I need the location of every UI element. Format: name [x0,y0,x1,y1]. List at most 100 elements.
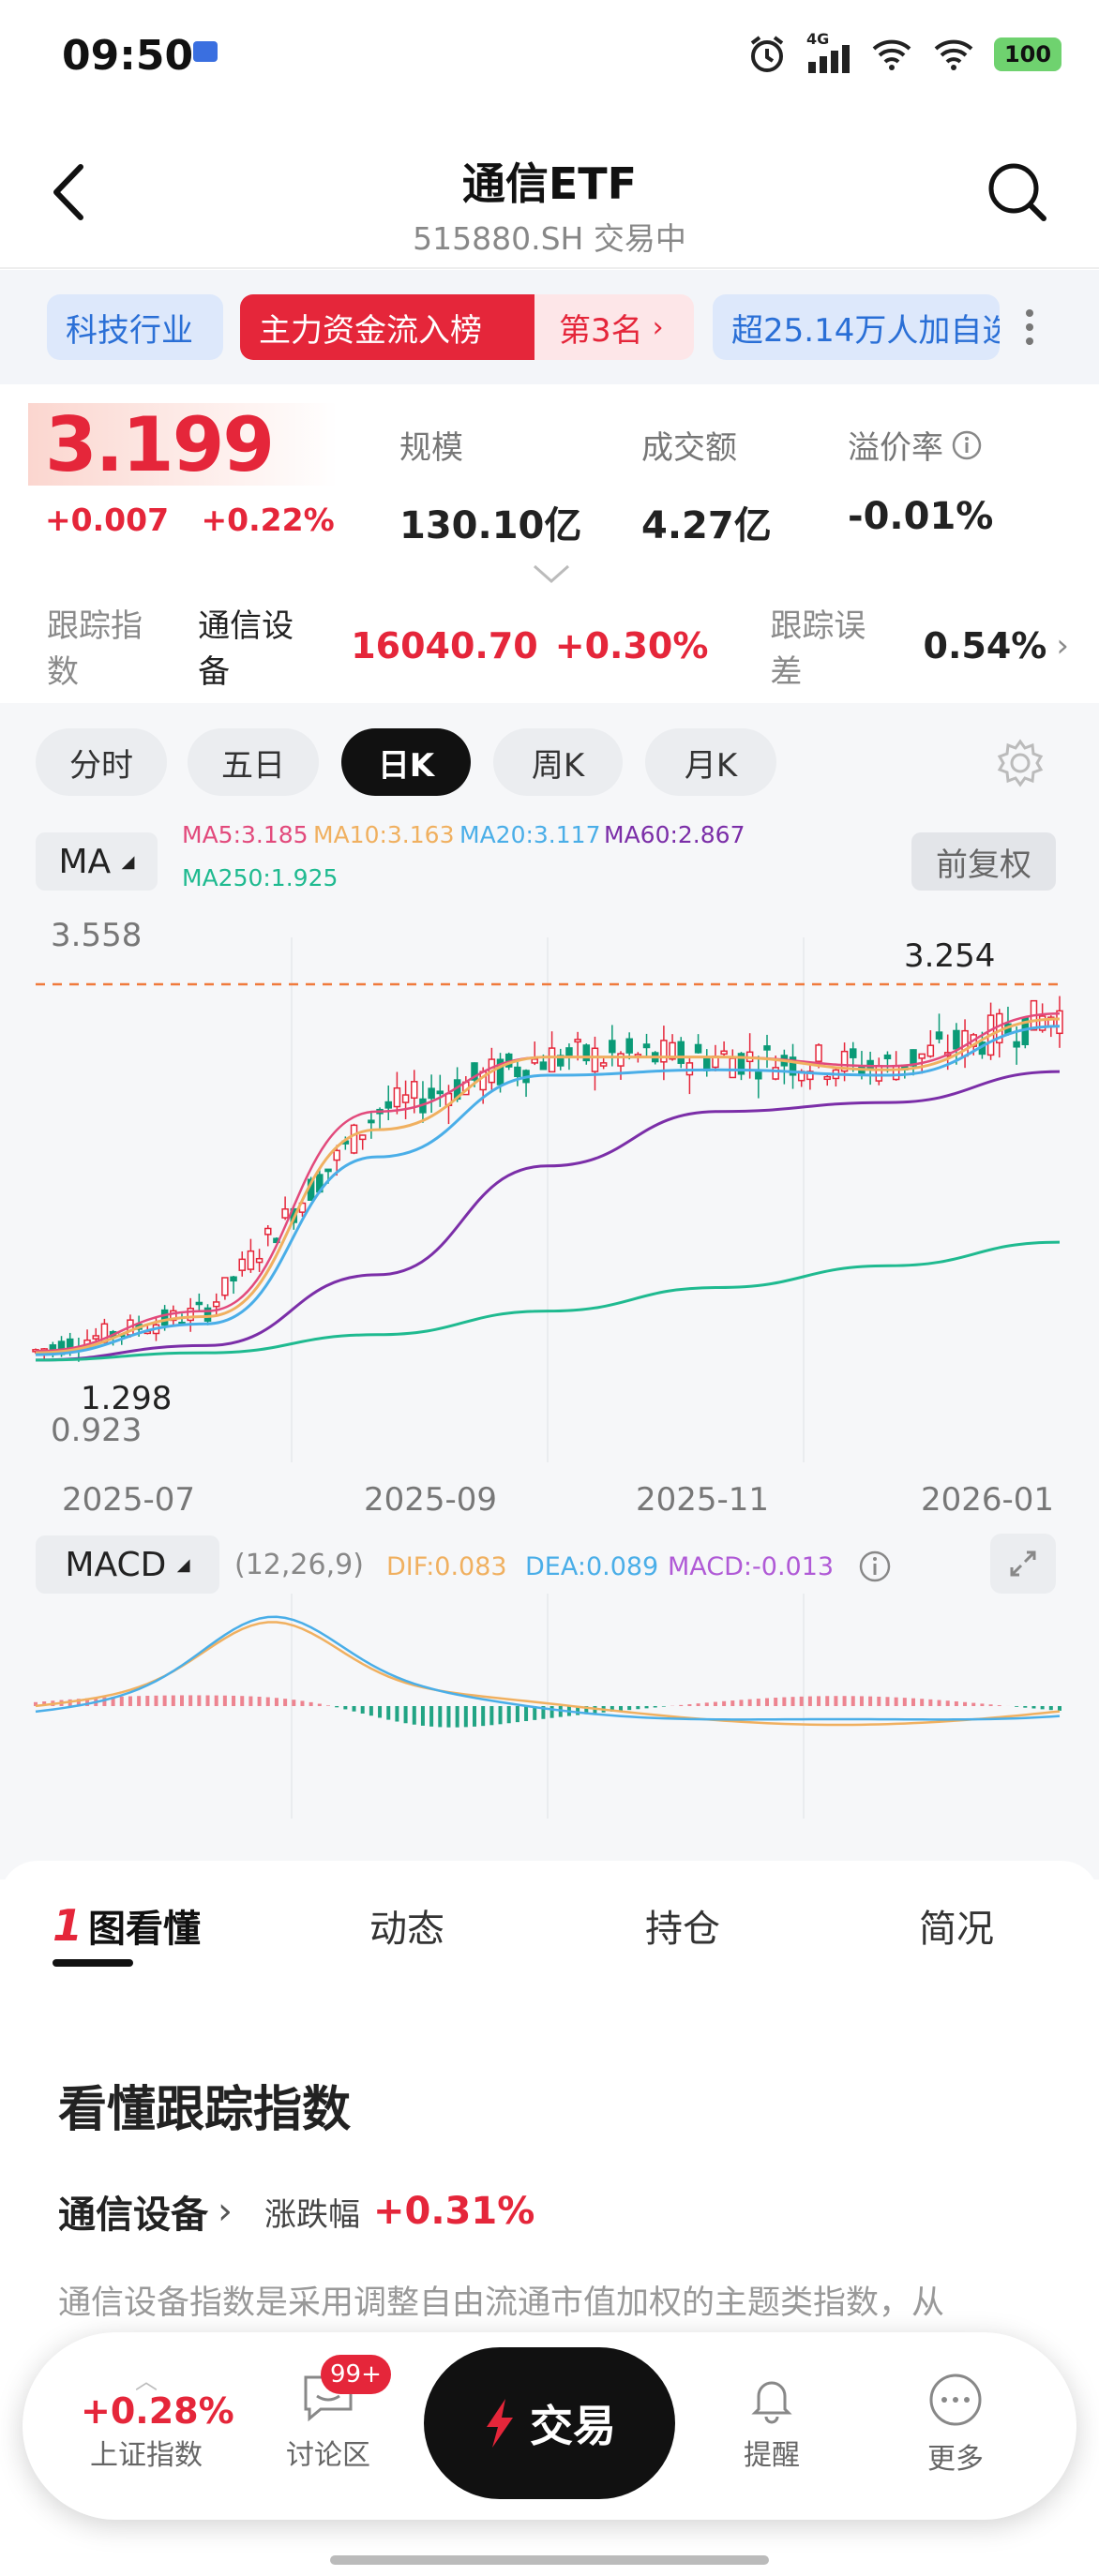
macd-bar [610,1706,614,1712]
macd-bar [85,1698,90,1706]
candle-body [531,1058,538,1064]
candle-body [875,1065,883,1082]
trade-button[interactable]: 交易 [424,2347,675,2499]
adjust-mode-button[interactable]: 前复权 [911,832,1056,891]
macd-bar [429,1706,434,1727]
macd-bar [687,1704,692,1706]
chevron-right-icon: › [652,310,664,344]
macd-bar [894,1697,898,1706]
settings-gear-icon[interactable] [994,737,1046,789]
tracking-index-value: 16040.70 [351,625,538,666]
more-vertical-icon[interactable] [1018,304,1041,351]
more-label: 更多 [927,2443,984,2476]
macd-bar [653,1706,657,1708]
macd-bar [902,1698,907,1706]
macd-selector-button[interactable]: MACD ◢ [36,1535,219,1594]
period-tab-5day[interactable]: 五日 [188,728,319,796]
info-icon[interactable] [857,1549,893,1584]
macd-bar [489,1706,494,1726]
high-mark-label: 3.254 [904,937,996,975]
tab-holdings[interactable]: 持仓 [645,1908,720,1951]
period-tab-monthly[interactable]: 月K [645,728,776,796]
macd-bar [171,1695,175,1706]
period-tab-daily[interactable]: 日K [341,728,471,796]
premium-label: 溢价率 [848,429,943,467]
macd-chart[interactable] [0,1594,1099,1828]
ma-selector-button[interactable]: MA ◢ [36,832,158,891]
market-index-pct: +0.28% [81,2390,234,2432]
current-price: 3.199 [45,401,275,488]
tab-news[interactable]: 动态 [369,1908,444,1951]
forum-label: 讨论区 [286,2439,370,2472]
fund-flow-label: 主力资金流入榜 [240,294,534,360]
nav-market-index[interactable]: ︿ +0.28% 上证指数 [81,2368,234,2473]
y-min-label: 0.923 [51,1412,143,1449]
ma250-line [35,1240,1061,1362]
macd-bar [825,1696,830,1706]
macd-bar [232,1695,236,1706]
info-icon[interactable] [951,429,983,461]
macd-bar [859,1696,864,1706]
macd-bar [782,1697,787,1706]
candle-body [557,1055,565,1067]
back-icon[interactable] [45,159,92,225]
followers-tag[interactable]: 超25.14万人加自选 [713,294,1000,360]
chevron-up-icon: ︿ [135,2368,158,2394]
macd-bar [541,1706,546,1719]
macd-bar [945,1700,950,1706]
fullscreen-button[interactable] [990,1534,1056,1594]
industry-tag[interactable]: 科技行业 [47,294,223,360]
tab-overview[interactable]: 简况 [919,1908,994,1951]
brand-icon: 1 [53,1900,83,1951]
macd-dif: DIF:0.083 [386,1552,507,1581]
macd-bar [1023,1706,1028,1708]
scale-value: 130.10亿 [399,504,582,547]
macd-bar [128,1696,132,1706]
macd-bar [980,1703,985,1706]
macd-bar [317,1703,322,1706]
expand-chevron-icon[interactable] [531,562,572,587]
macd-bar [257,1696,262,1706]
macd-bar [386,1706,391,1720]
candle-body [840,1050,849,1072]
nav-alert[interactable]: 提醒 [720,2372,823,2473]
period-tab-weekly[interactable]: 周K [493,728,623,796]
tracking-index-pct: +0.30% [554,625,709,666]
candle-body [617,1053,625,1067]
candle-body [729,1057,737,1079]
candle-body [660,1040,668,1063]
section-index-name[interactable]: 通信设备 [58,2194,208,2237]
bell-icon [751,2381,792,2424]
macd-bar [248,1696,253,1706]
section-index-row[interactable]: 通信设备 › 涨跌幅 +0.31% [58,2184,534,2239]
page-title: 通信ETF [461,158,638,209]
macd-bar [145,1695,150,1706]
fund-flow-tag[interactable]: 主力资金流入榜 第3名 › [240,294,694,360]
macd-bar [102,1697,107,1706]
macd-bar [420,1706,425,1726]
ma10-line [35,1017,1061,1355]
price-change: +0.007 +0.22% [45,502,335,538]
macd-bar [790,1697,795,1706]
search-icon[interactable] [985,159,1050,225]
nav-forum[interactable]: 讨论区 [272,2372,384,2473]
hotspot-signal-icon [872,39,911,70]
tracking-index-row[interactable]: 跟踪指数 通信设备 16040.70 +0.30% 跟踪误差 0.54% › [47,607,1069,691]
scale-label: 规模 [399,429,463,467]
candle-body [401,1094,410,1103]
macd-bar [76,1699,81,1706]
x-tick: 2025-09 [364,1481,498,1519]
macd-bar [300,1700,305,1706]
candle-body [324,1168,332,1173]
premium-label-wrap[interactable]: 溢价率 [848,422,983,468]
macd-bar [756,1699,760,1706]
candle-body [772,1067,779,1080]
nav-more[interactable]: 更多 [904,2372,1007,2477]
period-tab-intraday[interactable]: 分时 [36,728,167,796]
macd-bar [378,1706,383,1718]
tab-chart-guide[interactable]: 1 图看懂 [53,1900,202,1951]
macd-bar [111,1697,115,1706]
candle-body [910,1049,917,1067]
macd-bar [154,1695,158,1706]
kline-chart[interactable]: 3.558 0.923 3.254 1.298 2025-07 2025-09 … [0,900,1099,1537]
